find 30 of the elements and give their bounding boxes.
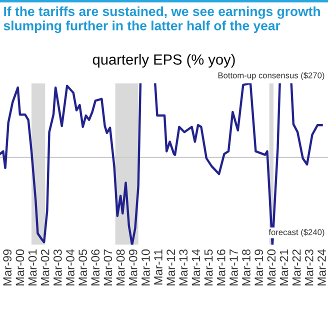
x-tick-label: Mar-06 [91,249,100,286]
x-tick-label: Mar-20 [267,249,276,286]
x-tick-label: Mar-03 [53,249,62,286]
x-tick-label: Mar-12 [166,250,176,286]
chart-subtitle: If the tariffs are sustained, we see earnings growth slumping further in the latter half of the year [4,6,320,34]
x-tick-label: Mar-18 [242,249,250,286]
annotation: forecast ($240) [268,228,324,237]
x-tick-label: Mar-22 [292,250,301,286]
x-tick-label: Mar-11 [154,250,162,285]
x-tick-label: Mar-00 [16,249,24,286]
x-tick-label: Mar-99 [3,250,12,286]
x-tick-label: Mar-24 [318,249,326,286]
chart-title: quarterly EPS (% yoy) [92,54,235,68]
x-tick-label: Mar-23 [304,249,314,286]
x-tick-label: Mar-07 [104,250,112,286]
x-tick-label: Mar-08 [116,249,125,286]
x-tick-label: Mar-05 [78,249,87,286]
x-tick-label: Mar-14 [192,249,200,286]
x-tick-label: Mar-09 [128,250,138,286]
x-tick-label: Mar-01 [28,250,37,286]
x-tick-label: Mar-13 [179,249,188,286]
x-tick-label: Mar-04 [66,249,74,286]
x-tick-label: Mar-16 [216,249,226,286]
x-tick-label: Mar-21 [280,250,288,286]
x-tick-label: Mar-02 [40,250,50,286]
x-tick-label: Mar-15 [204,249,213,286]
x-tick-label: Mar-19 [254,250,264,286]
x-tick-label: Mar-10 [141,249,150,286]
text: Bottom-up consensus ($270) [218,72,324,80]
x-tick-label: Mar-17 [230,250,238,286]
